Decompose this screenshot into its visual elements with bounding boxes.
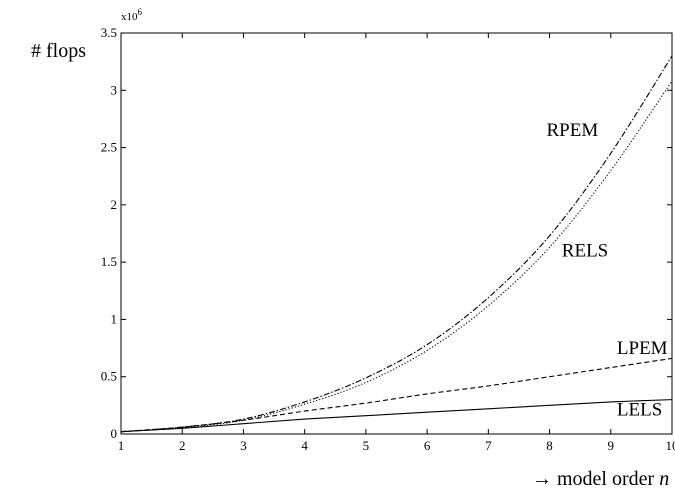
series-label-lpem: LPEM	[617, 338, 668, 359]
y-tick-label: 3	[111, 82, 118, 97]
y-axis-ticks: 0 0.5 1 1.5 2 2.5 3 3.5	[101, 25, 672, 441]
x-tick-label: 6	[424, 438, 431, 453]
y-exponent-label: x106	[121, 7, 143, 23]
y-tick-label: 2	[111, 197, 118, 212]
x-tick-label: 5	[363, 438, 370, 453]
x-axis-title: → model order n	[532, 468, 669, 491]
series-label-lels: LELS	[617, 400, 662, 421]
x-axis-arrow: →	[532, 468, 552, 490]
x-axis-variable: n	[659, 468, 670, 490]
y-tick-label: 3.5	[101, 25, 117, 40]
x-tick-label: 3	[240, 438, 247, 453]
y-tick-label: 0	[111, 426, 118, 441]
x-tick-label: 9	[608, 438, 615, 453]
x-tick-label: 10	[666, 438, 675, 453]
y-tick-label: 0.5	[101, 369, 117, 384]
y-axis-title: # flops	[31, 40, 86, 62]
series-label-rels: RELS	[562, 240, 608, 261]
y-exponent-power: 6	[138, 7, 143, 17]
series-lines	[120, 55, 673, 433]
x-tick-label: 4	[301, 438, 308, 453]
y-tick-label: 1.5	[101, 254, 117, 269]
series-labels: RPEM RELS LPEM LELS	[546, 120, 667, 421]
y-tick-label: 1	[111, 311, 118, 326]
series-line-lels	[120, 399, 673, 433]
x-axis-title-text: model order	[557, 468, 655, 490]
plot-frame	[120, 32, 673, 435]
series-label-rpem: RPEM	[546, 120, 598, 141]
x-axis-ticks: 1 2 3 4 5 6 7 8 9 10	[118, 33, 675, 453]
x-tick-label: 2	[179, 438, 186, 453]
series-line-lpem	[120, 357, 673, 433]
x-tick-label: 1	[118, 438, 125, 453]
y-tick-label: 2.5	[101, 140, 117, 155]
x-tick-label: 7	[485, 438, 492, 453]
x-tick-label: 8	[546, 438, 553, 453]
